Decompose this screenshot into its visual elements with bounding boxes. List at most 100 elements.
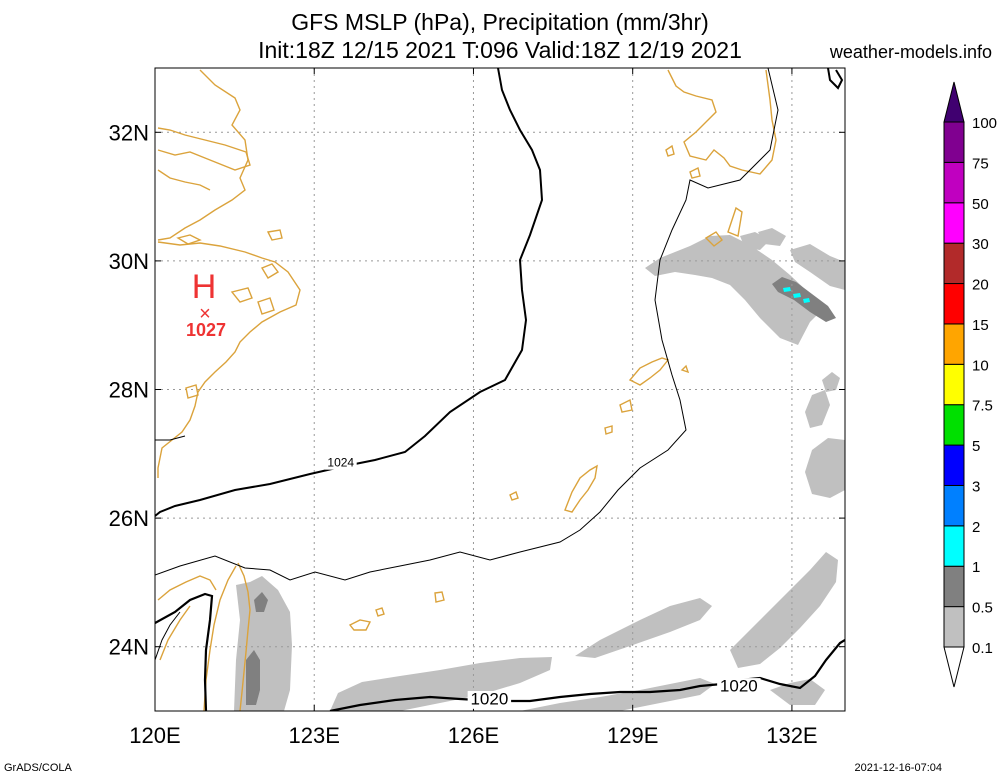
precip-area <box>330 657 552 711</box>
precip-area <box>822 372 840 392</box>
coastline <box>185 384 199 399</box>
legend-swatch <box>943 323 965 365</box>
legend-swatch <box>943 404 965 446</box>
coastline-island <box>375 607 385 617</box>
legend-label: 10 <box>972 357 989 374</box>
legend-label: 5 <box>972 438 980 455</box>
precip-area <box>805 390 830 428</box>
isobar-label: 1024 <box>327 456 354 470</box>
lon-tick-label: 126E <box>448 723 499 748</box>
precip-area <box>254 592 268 612</box>
lat-tick-label: 26N <box>109 506 149 531</box>
legend-label: 0.1 <box>972 640 993 657</box>
legend-swatch <box>943 121 965 163</box>
lon-tick-label: 129E <box>607 723 658 748</box>
high-pressure-value: 1027 <box>186 320 226 340</box>
coastline-island <box>434 591 445 603</box>
isobar-label-bg <box>717 678 761 696</box>
legend-swatch <box>943 444 965 486</box>
map-title: GFS MSLP (hPa), Precipitation (mm/3hr) <box>291 9 709 35</box>
isobar-label: 1020 <box>720 677 758 696</box>
legend-swatch <box>943 283 965 325</box>
precip-shading-cyan <box>783 287 810 303</box>
isobar-1024-thin <box>155 68 779 581</box>
precip-legend: 0.1 0.5 1 2 3 5 7.5 10 15 20 30 50 75 100 <box>943 81 997 688</box>
coastline <box>176 234 202 245</box>
coastline <box>157 127 251 171</box>
coastline <box>159 605 191 661</box>
legend-label: 20 <box>972 277 989 294</box>
coastline-island <box>680 364 690 374</box>
coastline <box>230 287 253 303</box>
isobar-thin <box>827 68 844 90</box>
legend-swatch <box>943 565 965 608</box>
legend-label: 0.5 <box>972 600 993 617</box>
coastline-island <box>619 398 633 413</box>
legend-label: 75 <box>972 155 989 172</box>
legend-swatch <box>943 242 965 285</box>
software-credit: GrADS/COLA <box>4 762 72 774</box>
high-center-marker: × <box>199 303 211 325</box>
precip-area <box>793 293 801 298</box>
axis-ticks <box>154 68 845 711</box>
coastline <box>257 297 275 315</box>
legend-swatch <box>943 202 965 244</box>
isobar-1024 <box>155 68 544 517</box>
legend-arrow-high <box>943 81 965 123</box>
legend-label: 100 <box>972 115 997 132</box>
precip-area <box>790 244 845 290</box>
coastline <box>157 241 301 478</box>
lat-tick-label: 32N <box>109 120 149 145</box>
lon-tick-label: 132E <box>766 723 817 748</box>
legend-swatch <box>943 484 965 527</box>
legend-label: 15 <box>972 317 989 334</box>
precip-shading <box>234 228 845 711</box>
precip-area <box>645 235 820 345</box>
legend-label: 50 <box>972 196 989 213</box>
high-symbol: H <box>192 268 217 306</box>
coastline <box>266 229 283 241</box>
isobar-thin <box>155 435 186 441</box>
coastline-island <box>509 491 519 501</box>
lat-tick-label: 28N <box>109 378 149 403</box>
axis-labels: 120E 123E 126E 129E 132E 24N 26N 28N 30N 32N <box>109 120 818 748</box>
high-pressure-marker: H × 1027 <box>186 268 226 340</box>
isobar-label-bg <box>467 690 512 709</box>
site-credit: weather-models.info <box>829 42 992 62</box>
lat-tick-label: 24N <box>109 635 149 660</box>
isobar-label-bg <box>324 457 357 470</box>
legend-label: 2 <box>972 519 980 536</box>
coastline-island <box>604 425 613 435</box>
precip-area <box>520 678 715 711</box>
legend-swatch <box>943 606 965 648</box>
lon-tick-label: 123E <box>289 723 340 748</box>
isobar-1020 <box>155 592 214 711</box>
precip-area <box>758 228 786 246</box>
precip-area <box>730 552 838 668</box>
isobar-label: 1020 <box>470 690 508 709</box>
coastline-island <box>564 464 598 513</box>
precip-area <box>575 598 712 658</box>
legend-arrow-low <box>943 646 965 688</box>
precip-area <box>805 438 845 498</box>
legend-swatch <box>943 161 965 204</box>
precip-area <box>803 298 810 303</box>
coastline-taiwan <box>237 562 251 711</box>
legend-label: 30 <box>972 236 989 253</box>
coastline-island <box>348 619 372 631</box>
coastline-island <box>689 166 701 179</box>
coastline <box>260 263 280 279</box>
lat-tick-label: 30N <box>109 249 149 274</box>
precip-area <box>246 650 260 705</box>
coastline-island <box>727 206 743 237</box>
legend-swatch <box>943 525 965 567</box>
isobar-1020 <box>329 639 845 711</box>
coastline-island <box>665 144 675 157</box>
coastline-island <box>704 231 723 247</box>
isobar-labels: 1024 1020 1020 <box>324 456 761 709</box>
coastline <box>157 575 217 601</box>
coastline <box>157 69 249 241</box>
isobar-thin <box>155 611 181 661</box>
